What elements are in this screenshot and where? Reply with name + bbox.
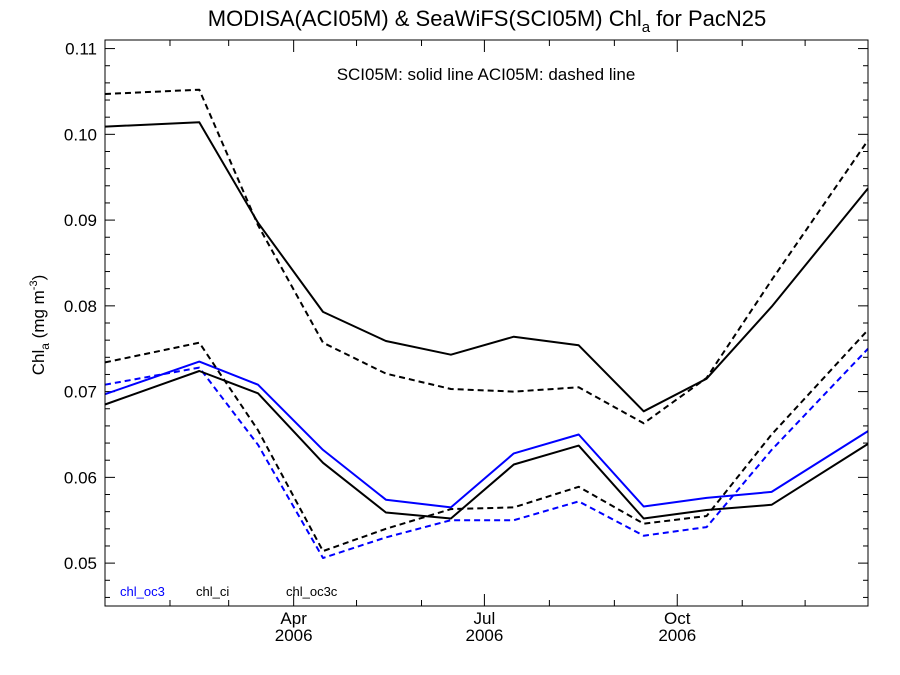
legend-entry: chl_ci xyxy=(196,584,229,599)
legend-entry: chl_oc3 xyxy=(120,584,165,599)
data-series xyxy=(104,88,869,559)
series-line xyxy=(104,88,869,425)
legend-entry: chl_oc3c xyxy=(286,584,338,599)
series-line xyxy=(104,348,869,559)
y-axis-label: Chla (mg m-3) xyxy=(28,275,52,376)
x-tick-month-label: Jul xyxy=(474,609,496,628)
series-line xyxy=(104,360,869,509)
x-tick-year-label: 2006 xyxy=(465,626,503,645)
line-style-annotation: SCI05M: solid line ACI05M: dashed line xyxy=(337,65,636,84)
y-tick-label: 0.10 xyxy=(64,125,97,144)
y-axis-ticks: 0.05 0.06 0.07 0.08 0.09 0.10 0.11 xyxy=(64,40,868,598)
y-tick-label: 0.09 xyxy=(64,211,97,230)
plot-frame xyxy=(104,39,869,607)
y-tick-label: 0.08 xyxy=(64,297,97,316)
x-tick-year-label: 2006 xyxy=(275,626,313,645)
chart-title: MODISA(ACI05M) & SeaWiFS(SCI05M) Chla fo… xyxy=(208,6,766,36)
y-tick-label: 0.05 xyxy=(64,554,97,573)
legend: chl_oc3 chl_ci chl_oc3c xyxy=(120,584,338,599)
series-line xyxy=(104,329,869,553)
series-line xyxy=(104,370,869,520)
x-tick-month-label: Apr xyxy=(280,609,307,628)
series-line xyxy=(104,121,869,413)
x-tick-year-label: 2006 xyxy=(658,626,696,645)
y-tick-label: 0.07 xyxy=(64,383,97,402)
x-tick-month-label: Oct xyxy=(664,609,691,628)
y-tick-label: 0.11 xyxy=(65,40,97,59)
y-tick-label: 0.06 xyxy=(64,468,97,487)
